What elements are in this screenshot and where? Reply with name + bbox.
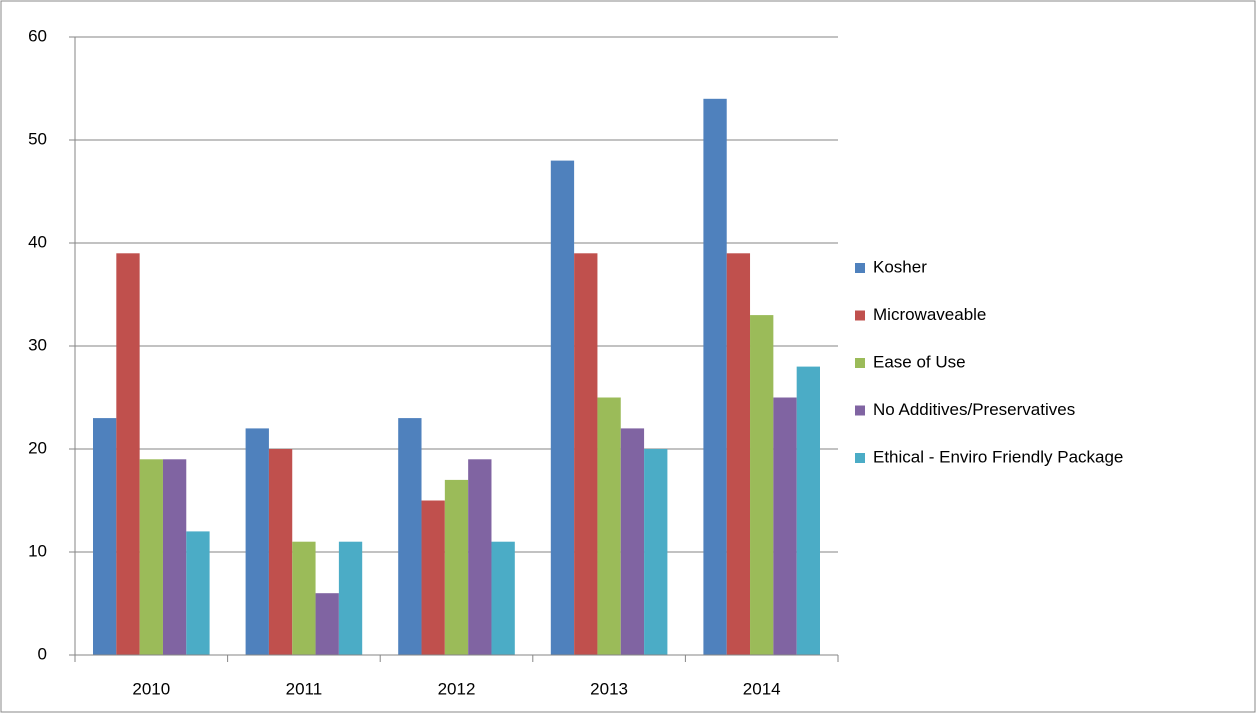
y-tick-label: 50 xyxy=(28,129,47,148)
bar xyxy=(750,315,774,655)
bar xyxy=(444,479,469,655)
bar xyxy=(116,253,140,656)
bar xyxy=(796,366,820,655)
bar xyxy=(491,541,515,655)
y-tick-label: 30 xyxy=(28,335,47,354)
bar xyxy=(398,418,422,655)
bar xyxy=(620,428,645,655)
legend-swatch xyxy=(855,310,865,321)
bar xyxy=(139,459,163,655)
bar xyxy=(162,459,187,655)
bar xyxy=(268,449,293,655)
bar xyxy=(338,541,363,655)
legend-label: Ethical - Enviro Friendly Package xyxy=(873,447,1123,466)
x-tick-label: 2012 xyxy=(438,679,476,698)
bar xyxy=(574,253,598,656)
bar xyxy=(315,593,339,655)
x-tick-label: 2011 xyxy=(286,679,323,698)
legend-swatch xyxy=(855,405,865,416)
y-tick-label: 10 xyxy=(28,541,47,560)
x-tick-label: 2014 xyxy=(743,679,781,698)
bar xyxy=(93,418,117,655)
legend-swatch xyxy=(855,263,865,273)
legend-swatch xyxy=(855,358,865,368)
bar xyxy=(245,428,269,655)
x-tick-label: 2013 xyxy=(590,679,628,698)
bar xyxy=(726,253,751,656)
bar xyxy=(773,397,797,655)
y-tick-label: 40 xyxy=(28,232,47,251)
bar xyxy=(597,397,621,655)
bar xyxy=(550,160,575,655)
bar xyxy=(292,541,316,655)
legend-label: Kosher xyxy=(873,257,927,276)
bar xyxy=(703,98,727,656)
legend-label: No Additives/Preservatives xyxy=(873,400,1075,419)
x-tick-label: 2010 xyxy=(132,679,170,698)
legend-label: Microwaveable xyxy=(873,305,986,324)
y-tick-label: 60 xyxy=(28,26,47,45)
y-tick-label: 20 xyxy=(28,438,47,457)
bar xyxy=(644,449,668,655)
bar xyxy=(468,459,492,655)
legend-label: Ease of Use xyxy=(873,352,966,371)
y-tick-label: 0 xyxy=(38,644,47,663)
bar xyxy=(421,500,445,655)
legend-swatch xyxy=(855,453,865,463)
bar xyxy=(186,531,210,655)
